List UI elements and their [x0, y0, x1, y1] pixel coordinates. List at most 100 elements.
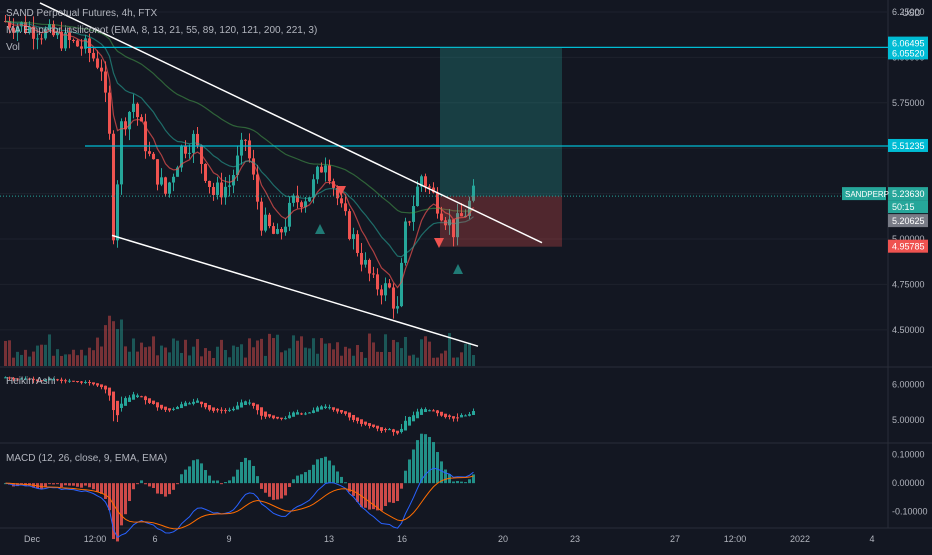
volume-bar — [452, 357, 455, 366]
price-tick-label: 4.50000 — [892, 325, 925, 335]
macd-hist-bar — [108, 483, 111, 511]
heikin-body — [132, 394, 135, 400]
ma-indicator-label[interactable]: MA Emperor insiliconot (EMA, 8, 13, 21, … — [6, 25, 318, 36]
candle-body — [420, 176, 423, 187]
heikin-body — [4, 377, 7, 379]
heikin-body — [380, 427, 383, 431]
volume-bar — [164, 347, 167, 366]
heikin-body — [376, 425, 379, 429]
volume-bars — [4, 315, 475, 366]
candle-body — [460, 213, 463, 217]
heikin-body — [124, 398, 127, 406]
macd-hist-bar — [152, 483, 155, 489]
macd-label[interactable]: MACD (12, 26, close, 9, EMA, EMA) — [6, 453, 168, 464]
macd-hist-bar — [284, 483, 287, 496]
volume-bar — [364, 357, 367, 366]
heikin-ashi-label[interactable]: Heikin Ashi — [6, 376, 56, 387]
volume-bar — [44, 344, 47, 366]
volume-bar — [80, 349, 83, 366]
macd-hist-bar — [432, 442, 435, 484]
macd-hist-bar — [48, 483, 51, 485]
price-axis-tag-text: 5.23630 — [892, 189, 925, 199]
heikin-body — [412, 415, 415, 422]
volume-bar — [100, 346, 103, 366]
heikin-body — [388, 429, 391, 431]
heikin-body — [100, 384, 103, 388]
macd-hist-bar — [216, 480, 219, 484]
heikin-body — [332, 407, 335, 410]
candle-body — [324, 165, 327, 173]
sell-signal-marker — [434, 238, 444, 248]
volume-bar — [240, 344, 243, 366]
heikin-body — [364, 421, 367, 425]
macd-hist-bar — [452, 481, 455, 484]
heikin-body — [372, 424, 375, 427]
volume-bar — [316, 353, 319, 366]
candle-body — [48, 24, 51, 30]
heikin-body — [96, 383, 99, 386]
macd-hist-bar — [244, 457, 247, 484]
heikin-body — [16, 378, 19, 380]
candle-body — [404, 221, 407, 263]
macd-line — [5, 467, 474, 539]
heikin-body — [176, 407, 179, 410]
price-tick-label: 5.00000 — [892, 234, 925, 244]
macd-hist-bar — [320, 458, 323, 484]
volume-bar — [104, 325, 107, 366]
heikin-body — [220, 409, 223, 411]
heikin-body — [352, 414, 355, 420]
heikin-body — [368, 423, 371, 426]
macd-hist-bar — [224, 482, 227, 484]
macd-tick-label: -0.10000 — [892, 507, 928, 517]
candle-body — [140, 117, 143, 122]
candle-body — [424, 176, 427, 187]
candle-body — [132, 103, 135, 112]
candle-body — [244, 139, 247, 141]
candle-body — [380, 289, 383, 296]
heikin-body — [344, 411, 347, 414]
heikin-body — [40, 380, 43, 382]
time-tick-label: 13 — [324, 534, 334, 544]
price-axis-tag-text: 6.05520 — [892, 48, 925, 58]
ema-line — [5, 20, 474, 214]
volume-bar — [88, 347, 91, 366]
candle-body — [356, 234, 359, 253]
buy-signal-marker — [453, 264, 463, 274]
macd-hist-bar — [92, 483, 95, 490]
heikin-body — [136, 395, 139, 398]
macd-hist-bar — [356, 483, 359, 502]
macd-hist-bar — [84, 483, 87, 486]
heikin-body — [468, 414, 471, 416]
candle-body — [276, 229, 279, 234]
candle-body — [116, 184, 119, 241]
macd-hist-bar — [408, 459, 411, 484]
heikin-body — [24, 378, 27, 380]
candle-body — [96, 58, 99, 68]
heikin-body — [280, 417, 283, 419]
macd-hist-bar — [156, 483, 159, 494]
heikin-body — [36, 379, 39, 382]
heikin-body — [428, 410, 431, 412]
price-tick-label: 6.25000 — [892, 7, 925, 17]
candle-body — [304, 201, 307, 208]
macd-hist-bar — [388, 483, 391, 503]
volume-bar — [432, 357, 435, 366]
heikin-body — [312, 410, 315, 413]
heikin-body — [308, 412, 311, 414]
volume-bar — [256, 340, 259, 366]
volume-bar — [260, 338, 263, 366]
volume-label[interactable]: Vol — [6, 42, 20, 53]
candle-body — [256, 174, 259, 202]
macd-hist-bar — [344, 482, 347, 484]
heikin-body — [288, 415, 291, 419]
candle-body — [52, 24, 55, 36]
candle-body — [24, 22, 27, 33]
macd-hist-bar — [64, 483, 67, 486]
heikin-body — [432, 410, 435, 412]
volume-bar — [384, 334, 387, 366]
candle-body — [388, 283, 391, 288]
macd-hist-bar — [424, 434, 427, 484]
macd-hist-bar — [456, 481, 459, 484]
